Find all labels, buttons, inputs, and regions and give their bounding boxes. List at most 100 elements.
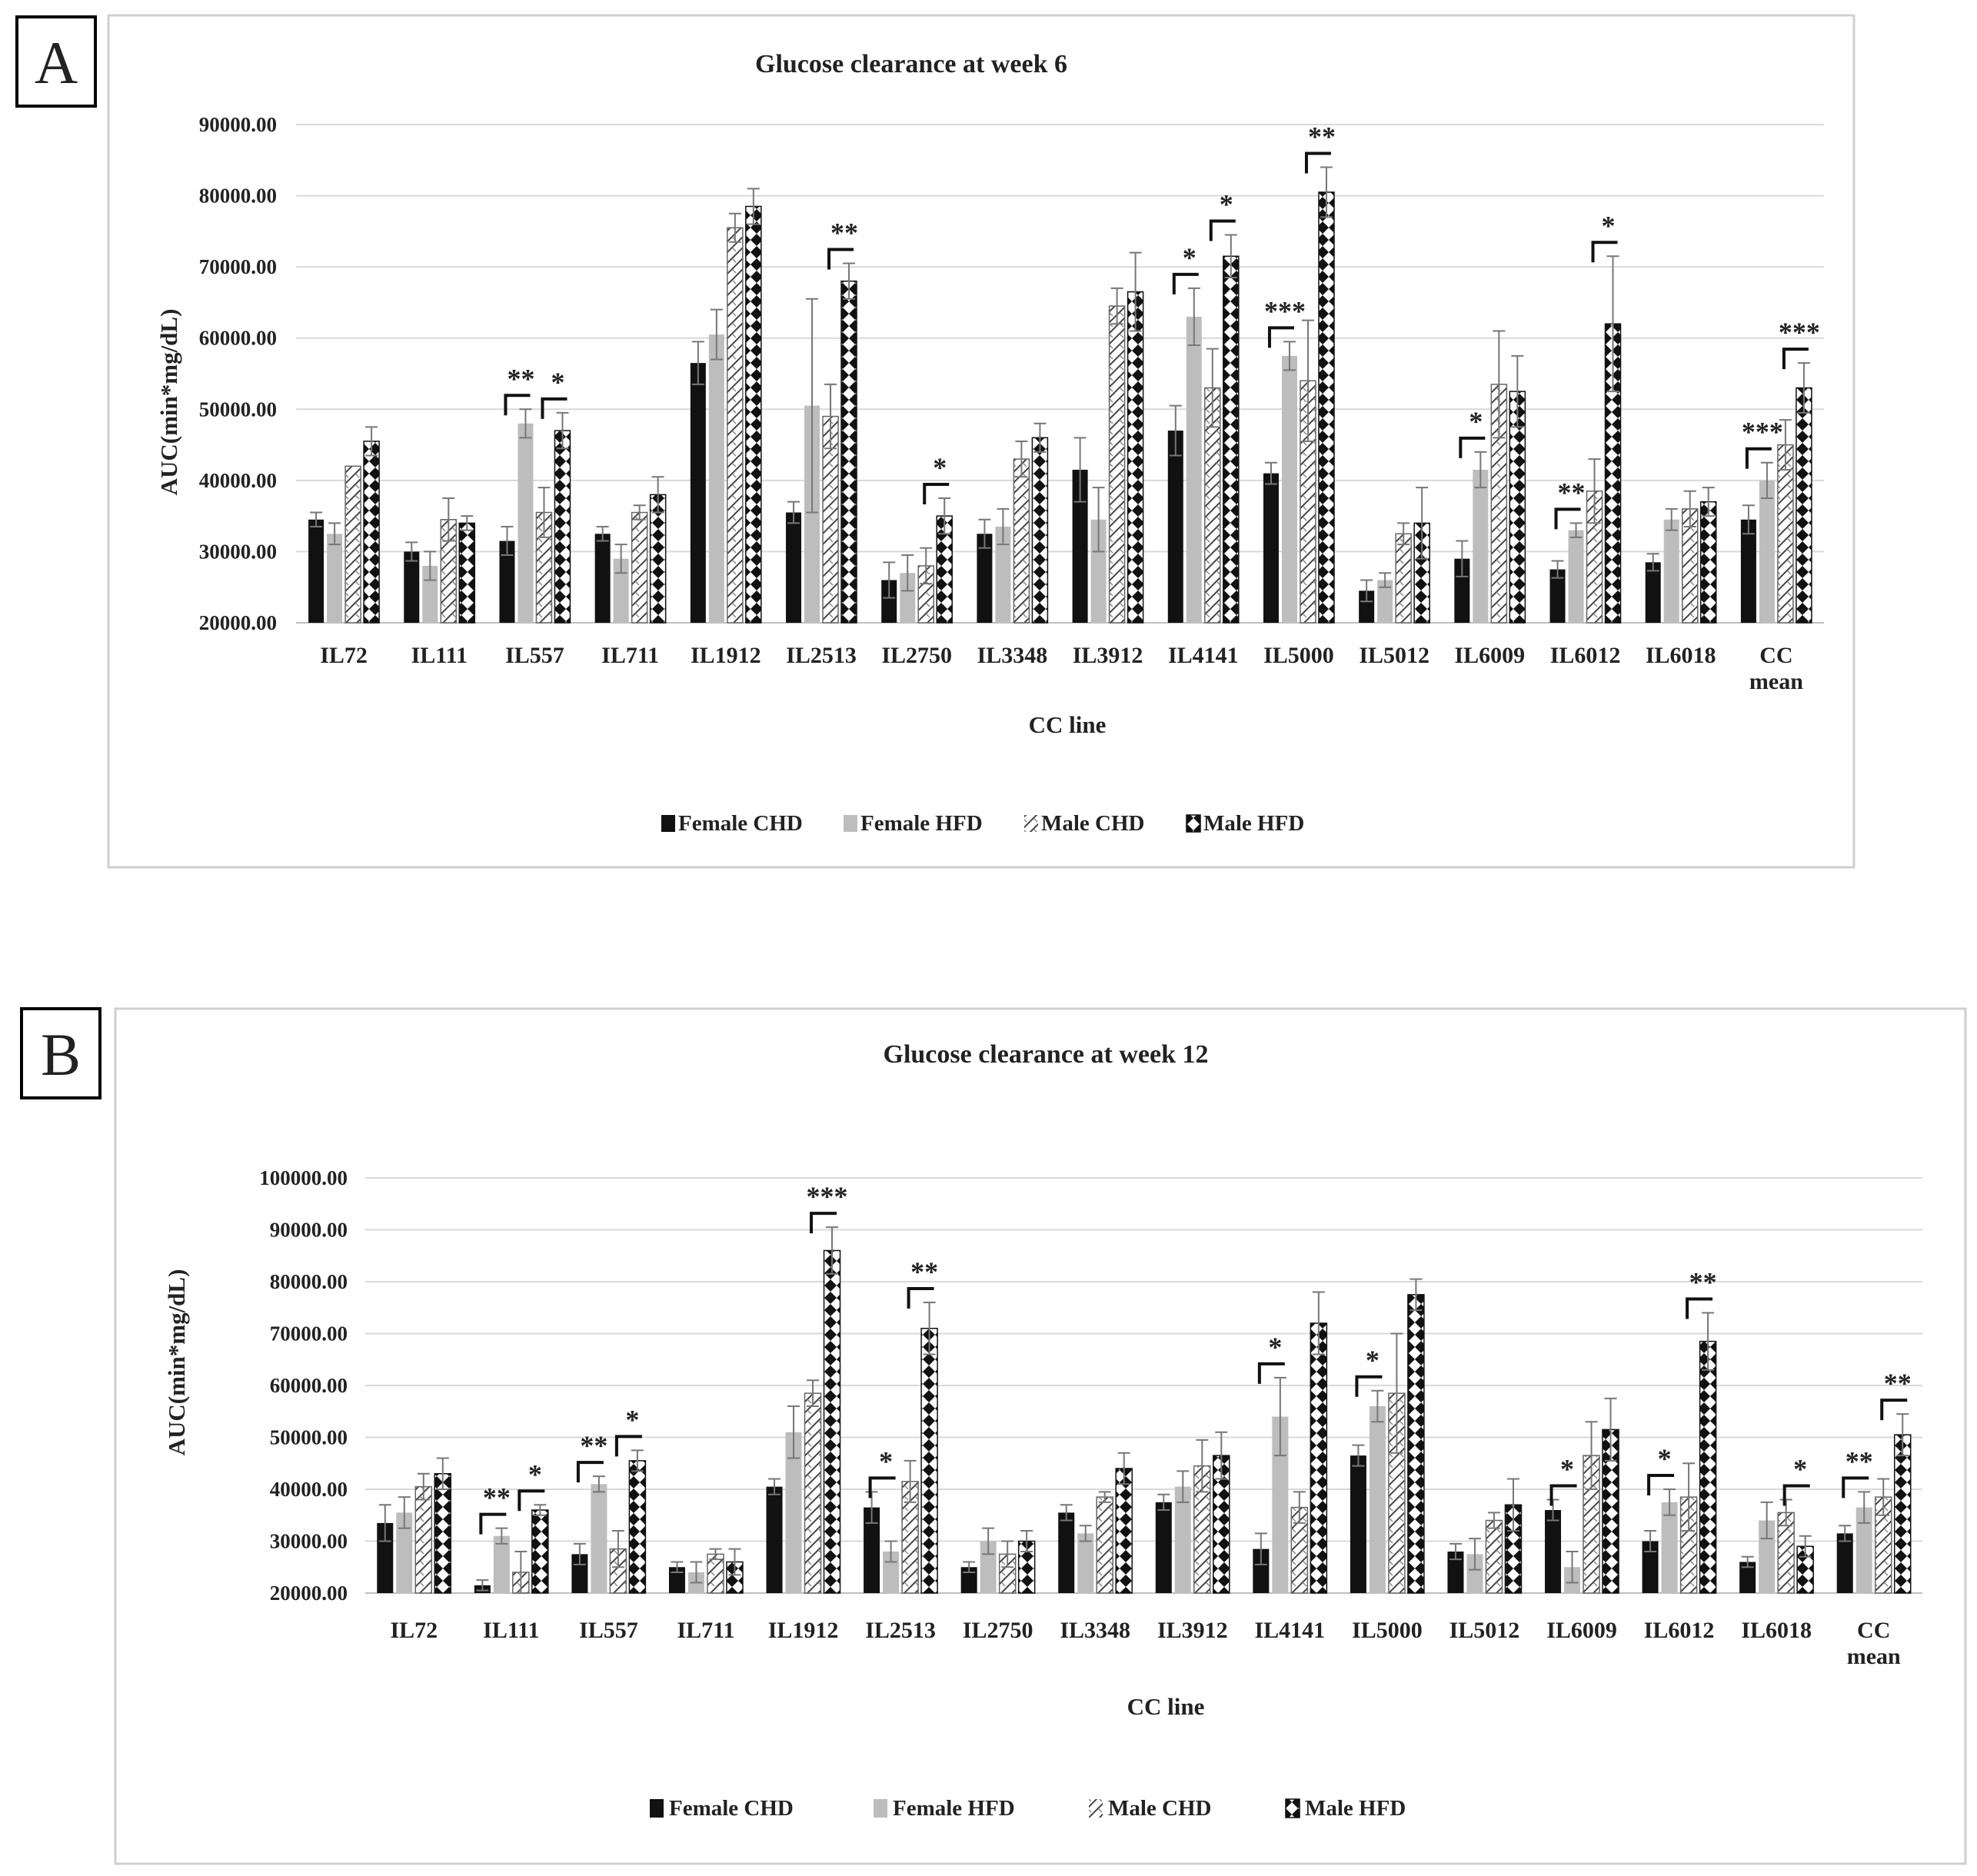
panel-a-errorbar-male-chd-il4141 — [1206, 348, 1219, 428]
panel-b-sig-label: ** — [483, 1482, 511, 1513]
panel-b-errorbar-male-chd-il2513 — [904, 1459, 917, 1503]
panel-a-sig-bracket — [1554, 507, 1581, 530]
panel-b-category-label: IL2750 — [963, 1618, 1033, 1643]
panel-b-sig-bracket — [479, 1512, 507, 1535]
panel-b-xlabel: CC line — [1127, 1693, 1205, 1720]
panel-a-category-label: IL2513 — [786, 643, 857, 668]
panel-b-errorbar-male-hfd-il111 — [534, 1504, 547, 1516]
panel-a-errorbar-male-hfd-il1912 — [747, 188, 760, 225]
panel-b-sig-label: ** — [1846, 1445, 1873, 1476]
panel-a-sig-bracket — [1782, 348, 1809, 370]
panel-a-errorbar-female-hfd-il111 — [424, 550, 437, 581]
panel-b-errorbar-male-hfd-il6018 — [1799, 1535, 1812, 1558]
panel-a-sig-label: *** — [1742, 417, 1783, 447]
panel-a-bar-male-hfd-il6018 — [1699, 501, 1717, 624]
panel-b-bar-female-chd-il6012 — [1642, 1541, 1659, 1593]
panel-a-errorbar-male-hfd-il5000 — [1320, 166, 1333, 218]
panel-a-errorbar-female-hfd-il2513 — [806, 298, 819, 514]
panel-a-bar-female-hfd-il711 — [613, 558, 629, 623]
panel-a-bar-male-chd-il3912 — [1108, 305, 1126, 624]
panel-b-errorbar-female-hfd-il6009 — [1566, 1551, 1579, 1584]
panel-a-category-label: IL1912 — [691, 643, 761, 668]
panel-b-errorbar-male-chd-il3348 — [1098, 1491, 1111, 1503]
panel-a-bar-male-chd-cc-mean — [1777, 444, 1794, 624]
panel-a-bar-female-chd-il4141 — [1167, 431, 1183, 623]
panel-a-bar-male-hfd-il111 — [458, 522, 476, 624]
panel-a-errorbar-female-chd-il711 — [596, 526, 609, 542]
panel-a-errorbar-female-chd-il72 — [310, 511, 323, 528]
panel-b-errorbar-female-hfd-il557 — [592, 1475, 605, 1493]
panel-a-errorbar-male-hfd-il6018 — [1702, 487, 1715, 517]
panel-a-bar-female-hfd-il6009 — [1473, 469, 1489, 623]
panel-b-category-label: IL5012 — [1449, 1618, 1520, 1643]
panel-b-bar-female-hfd-il5000 — [1369, 1406, 1386, 1593]
panel-b-errorbar-female-chd-il3348 — [1060, 1504, 1073, 1522]
panel-b-errorbar-male-hfd-il5012 — [1506, 1478, 1519, 1532]
panel-a-legend: Female CHD Female HFD Male CHD Male HFD — [661, 811, 1304, 836]
panel-b-sig-bracket — [907, 1287, 934, 1309]
panel-a-category-label: IL72 — [320, 643, 368, 668]
legend-a-female-chd: Female CHD — [678, 811, 803, 836]
panel-a-errorbar-male-hfd-il4141 — [1224, 234, 1237, 279]
panel-a-errorbar-female-chd-il2513 — [787, 501, 800, 524]
panel-a-errorbar-male-hfd-il3912 — [1129, 251, 1142, 332]
legend-a-male-hfd: Male HFD — [1203, 811, 1304, 836]
panel-a-bar-female-chd-il1912 — [690, 363, 706, 623]
panel-a-sig-bracket — [541, 397, 567, 419]
panel-b-errorbar-male-chd-il5012 — [1487, 1512, 1500, 1529]
panel-b-category-label: IL111 — [483, 1618, 539, 1643]
panel-a-bar-female-hfd-il557 — [518, 423, 534, 623]
panel-b-letter-box — [20, 1007, 102, 1099]
panel-b-category-label: IL5000 — [1352, 1618, 1423, 1643]
panel-b-ytick-label: 90000.00 — [270, 1219, 348, 1242]
panel-a-category-label: IL3912 — [1073, 643, 1143, 668]
panel-b-errorbar-female-hfd-il5012 — [1468, 1538, 1481, 1571]
panel-a-errorbar-female-chd-il1912 — [691, 341, 704, 385]
legend-b-swatch-female-chd — [650, 1799, 664, 1818]
panel-a-sig-label: * — [1183, 242, 1197, 273]
panel-b-sig-label: * — [528, 1459, 542, 1489]
panel-b-bar-female-chd-il5000 — [1350, 1455, 1366, 1593]
panel-b-errorbar-female-chd-cc-mean — [1839, 1525, 1852, 1542]
panel-a-errorbar-female-chd-il6018 — [1646, 553, 1659, 572]
panel-b-bar-male-hfd-il2513 — [920, 1328, 938, 1594]
panel-b-bar-male-hfd-il4141 — [1310, 1322, 1328, 1594]
panel-b-errorbar-male-chd-il6018 — [1779, 1498, 1792, 1527]
panel-a-category-label: IL6009 — [1455, 643, 1526, 668]
panel-a-ytick-label: 60000.00 — [199, 327, 277, 350]
panel-b-plot: 20000.00 30000.00 40000.00 50000.00 60000.00… — [259, 1166, 1922, 1669]
panel-a-bar-female-hfd-il5012 — [1377, 580, 1393, 623]
panel-a-errorbar-male-chd-il5012 — [1397, 522, 1410, 546]
panel-a-errorbar-female-hfd-il6009 — [1474, 451, 1487, 489]
panel-a-bar-male-hfd-il557 — [554, 430, 571, 624]
panel-a-category-label: IL557 — [505, 643, 564, 668]
panel-b-errorbar-female-hfd-cc-mean — [1858, 1491, 1871, 1524]
panel-b-bar-female-chd-il4141 — [1253, 1548, 1270, 1593]
panel-b-sig-bracket — [576, 1461, 604, 1483]
legend-a-male-chd: Male CHD — [1041, 811, 1145, 836]
legend-a-female-hfd: Female HFD — [860, 811, 983, 836]
panel-a-errorbar-female-chd-il4141 — [1169, 404, 1182, 457]
panel-b-errorbar-male-hfd-cc-mean — [1896, 1413, 1909, 1457]
panel-a-errorbar-male-chd-il1912 — [728, 212, 741, 243]
panel-b-sig-label: ** — [1884, 1368, 1912, 1399]
panel-a-errorbar-male-chd-il2750 — [920, 547, 933, 585]
panel-a-errorbar-female-chd-il3348 — [978, 518, 991, 549]
panel-a-bar-male-hfd-il1912 — [745, 205, 762, 624]
panel-b-ytick-label: 80000.00 — [270, 1270, 348, 1293]
panel-b-category-label: IL6009 — [1546, 1618, 1617, 1643]
panel-a-sig-label: * — [1220, 188, 1233, 219]
panel-b-bar-male-chd-il72 — [414, 1485, 433, 1594]
panel-a-errorbar-male-hfd-il6012 — [1606, 255, 1619, 393]
panel-b-category-label: IL72 — [390, 1618, 438, 1643]
panel-b-errorbar-female-chd-il557 — [573, 1542, 586, 1565]
panel-b-errorbar-male-chd-il6009 — [1585, 1421, 1598, 1490]
panel-b-sig-label: * — [879, 1445, 893, 1476]
panel-b-sig-bracket — [1647, 1474, 1675, 1495]
panel-b-sig-label: * — [1560, 1454, 1574, 1485]
panel-b-sig-label: * — [1366, 1345, 1380, 1375]
panel-b-category-label: IL4141 — [1255, 1618, 1326, 1643]
panel-a-category-label: IL6018 — [1646, 643, 1716, 668]
panel-b-errorbar-male-chd-il5000 — [1390, 1332, 1403, 1454]
panel-b-errorbar-male-hfd-il557 — [631, 1449, 644, 1472]
